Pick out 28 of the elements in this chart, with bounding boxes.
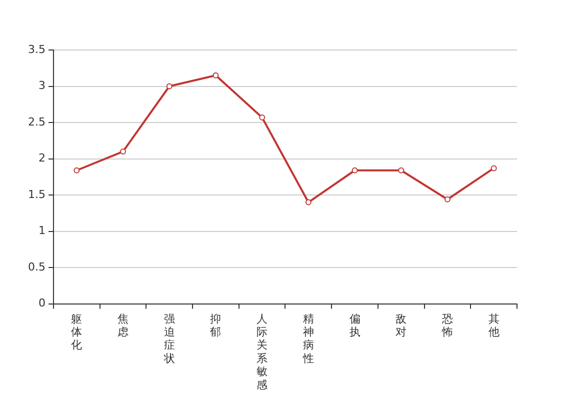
x-tick-label: 躯体化	[71, 312, 82, 352]
x-tick-label: 精神病性	[302, 312, 314, 365]
x-tick-label: 强迫症状	[162, 312, 175, 365]
y-tick-label: 0	[38, 296, 46, 310]
point	[120, 148, 126, 155]
y-tick-label: 3.5	[28, 42, 46, 56]
x-tick-label: 人际关系敏感	[256, 312, 268, 392]
point	[352, 167, 358, 174]
y-tick-label: 1.5	[28, 188, 46, 201]
point	[212, 72, 219, 78]
y-tick-label: 3	[38, 79, 46, 92]
point	[305, 199, 312, 206]
x-tick-label: 偏执	[349, 312, 360, 338]
x-tick-label: 抑郁	[210, 312, 222, 338]
point	[398, 167, 404, 174]
y-tick-label: 2	[38, 152, 46, 165]
point	[74, 167, 80, 174]
point	[444, 196, 450, 202]
x-tick-label: 敌对	[396, 312, 407, 338]
y-tick-label: 2.5	[28, 115, 46, 128]
y-tick-label: 0.5	[28, 260, 46, 274]
point	[259, 114, 266, 120]
x-tick-label: 恐怖	[440, 312, 453, 338]
point	[490, 165, 497, 172]
x-tick-label: 焦虑	[118, 312, 129, 338]
x-tick-label: 其他	[488, 312, 500, 338]
point	[166, 83, 172, 90]
y-tick-label: 1	[38, 224, 46, 238]
